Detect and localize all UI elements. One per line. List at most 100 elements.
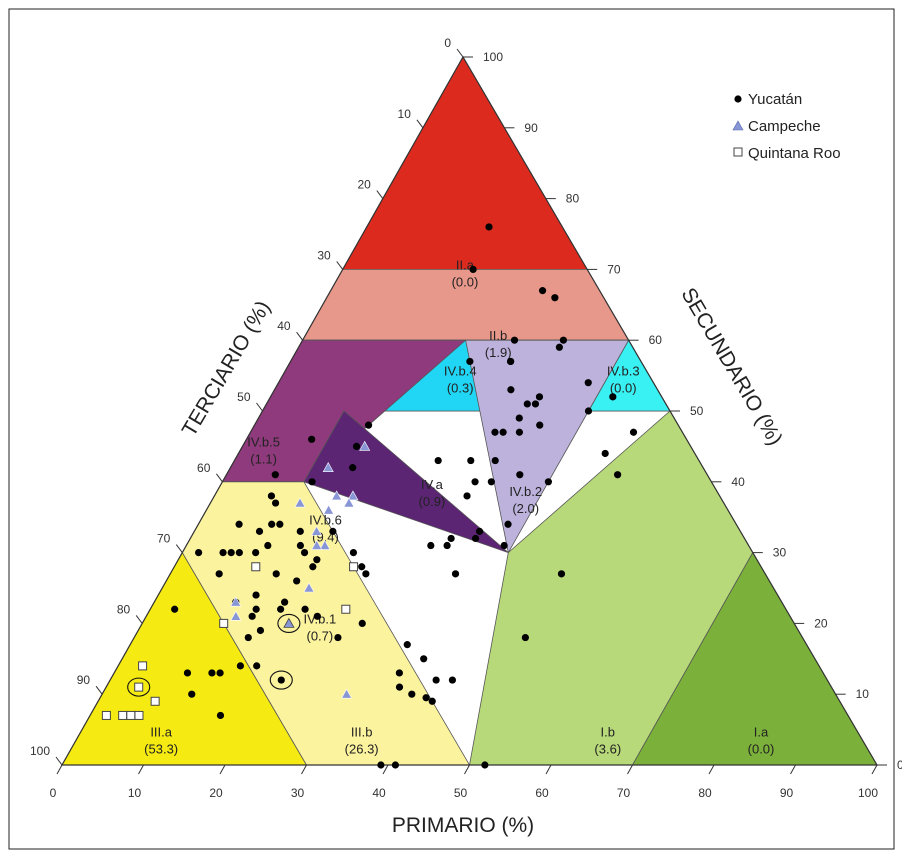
point-campeche <box>323 504 335 515</box>
point-yucat-n <box>629 428 638 436</box>
tick-label-terciario: 0 <box>444 36 451 50</box>
legend-marker-quintana-roo <box>733 147 743 157</box>
tick-label-secundario: 0 <box>897 758 902 772</box>
point-quintana-roo <box>251 562 261 572</box>
tick-terciario <box>416 119 424 129</box>
point-campeche <box>343 497 355 508</box>
tick-primario <box>871 764 878 775</box>
region-label-iv-a: IV.a <box>421 477 444 492</box>
region-value-ii-a: (0.0) <box>452 274 479 289</box>
point-yucat-n <box>255 527 264 535</box>
axis-title-primario: PRIMARIO (%) <box>392 814 534 837</box>
point-yucat-n <box>248 612 256 620</box>
highlight-point-campeche <box>283 617 295 628</box>
tick-terciario <box>215 473 223 483</box>
region-value-iv-b-1: (0.7) <box>307 628 334 643</box>
point-yucat-n <box>507 386 515 394</box>
point-yucat-n <box>443 541 451 550</box>
point-yucat-n <box>499 428 507 436</box>
data-points <box>101 223 638 769</box>
point-campeche <box>347 490 359 501</box>
point-quintana-roo <box>349 562 359 572</box>
point-yucat-n <box>471 534 480 543</box>
region-value-i-b: (3.6) <box>594 742 621 757</box>
point-yucat-n <box>268 520 276 528</box>
tick-terciario <box>55 756 63 766</box>
point-yucat-n <box>296 541 305 550</box>
tick-label-secundario: 60 <box>649 333 663 347</box>
point-campeche <box>319 539 331 550</box>
region-value-iv-b-4: (0.3) <box>447 381 474 396</box>
point-yucat-n <box>216 669 224 677</box>
tick-label-secundario: 40 <box>731 475 745 489</box>
legend-label-yucat-n: Yucatán <box>748 91 802 108</box>
tick-label-terciario: 30 <box>317 248 331 262</box>
point-campeche <box>311 525 323 536</box>
tick-terciario <box>175 544 183 553</box>
point-yucat-n <box>481 761 489 769</box>
point-yucat-n <box>491 428 499 436</box>
point-yucat-n <box>515 414 523 422</box>
point-yucat-n <box>466 357 474 366</box>
point-yucat-n <box>188 690 196 698</box>
point-yucat-n <box>215 570 223 578</box>
tick-label-secundario: 20 <box>814 616 828 630</box>
tick-terciario <box>95 685 103 695</box>
tick-primario <box>301 764 307 775</box>
tick-label-secundario: 80 <box>566 192 580 206</box>
point-yucat-n <box>349 464 357 472</box>
point-yucat-n <box>313 556 321 564</box>
point-quintana-roo <box>219 618 229 628</box>
point-yucat-n <box>557 570 566 578</box>
point-yucat-n <box>271 471 279 479</box>
point-yucat-n <box>451 570 460 578</box>
point-yucat-n <box>504 520 512 528</box>
point-yucat-n <box>422 694 430 702</box>
point-yucat-n <box>301 605 309 613</box>
point-quintana-roo <box>150 696 160 706</box>
point-campeche <box>303 582 315 593</box>
point-yucat-n <box>264 541 272 550</box>
region-value-iv-b-5: (1.1) <box>250 451 277 466</box>
tick-primario <box>138 764 144 775</box>
highlight-point-quintana-roo <box>134 682 144 692</box>
point-yucat-n <box>252 591 260 599</box>
point-yucat-n <box>253 662 261 670</box>
point-yucat-n <box>308 435 316 443</box>
tick-terciario <box>296 331 304 341</box>
point-yucat-n <box>515 428 524 436</box>
point-quintana-roo <box>134 710 144 720</box>
tick-primario <box>464 764 470 775</box>
point-yucat-n <box>281 598 289 606</box>
point-yucat-n <box>403 641 411 649</box>
point-yucat-n <box>236 662 244 670</box>
point-yucat-n <box>475 527 484 535</box>
point-yucat-n <box>420 655 428 663</box>
point-yucat-n <box>507 357 515 366</box>
tick-label-terciario: 20 <box>357 178 371 192</box>
tick-label-primario: 60 <box>535 786 549 800</box>
region-value-iv-b-3: (0.0) <box>610 381 637 396</box>
tick-label-terciario: 50 <box>237 390 251 404</box>
point-yucat-n <box>171 605 179 613</box>
point-yucat-n <box>183 669 192 677</box>
point-yucat-n <box>227 549 235 557</box>
tick-label-terciario: 40 <box>277 319 291 333</box>
tick-primario <box>56 764 63 775</box>
point-quintana-roo <box>101 710 111 720</box>
point-yucat-n <box>195 549 203 557</box>
point-yucat-n <box>272 570 280 578</box>
point-campeche <box>331 490 343 501</box>
region-label-iii-a: III.a <box>150 725 172 740</box>
point-yucat-n <box>614 471 622 479</box>
point-yucat-n <box>516 471 524 479</box>
tick-primario <box>219 764 226 775</box>
point-campeche <box>322 462 334 472</box>
point-yucat-n <box>467 456 475 465</box>
tick-label-primario: 50 <box>454 786 468 800</box>
point-yucat-n <box>219 549 227 557</box>
point-quintana-roo <box>118 710 128 720</box>
tick-label-terciario: 60 <box>197 461 211 475</box>
point-yucat-n <box>463 492 471 500</box>
